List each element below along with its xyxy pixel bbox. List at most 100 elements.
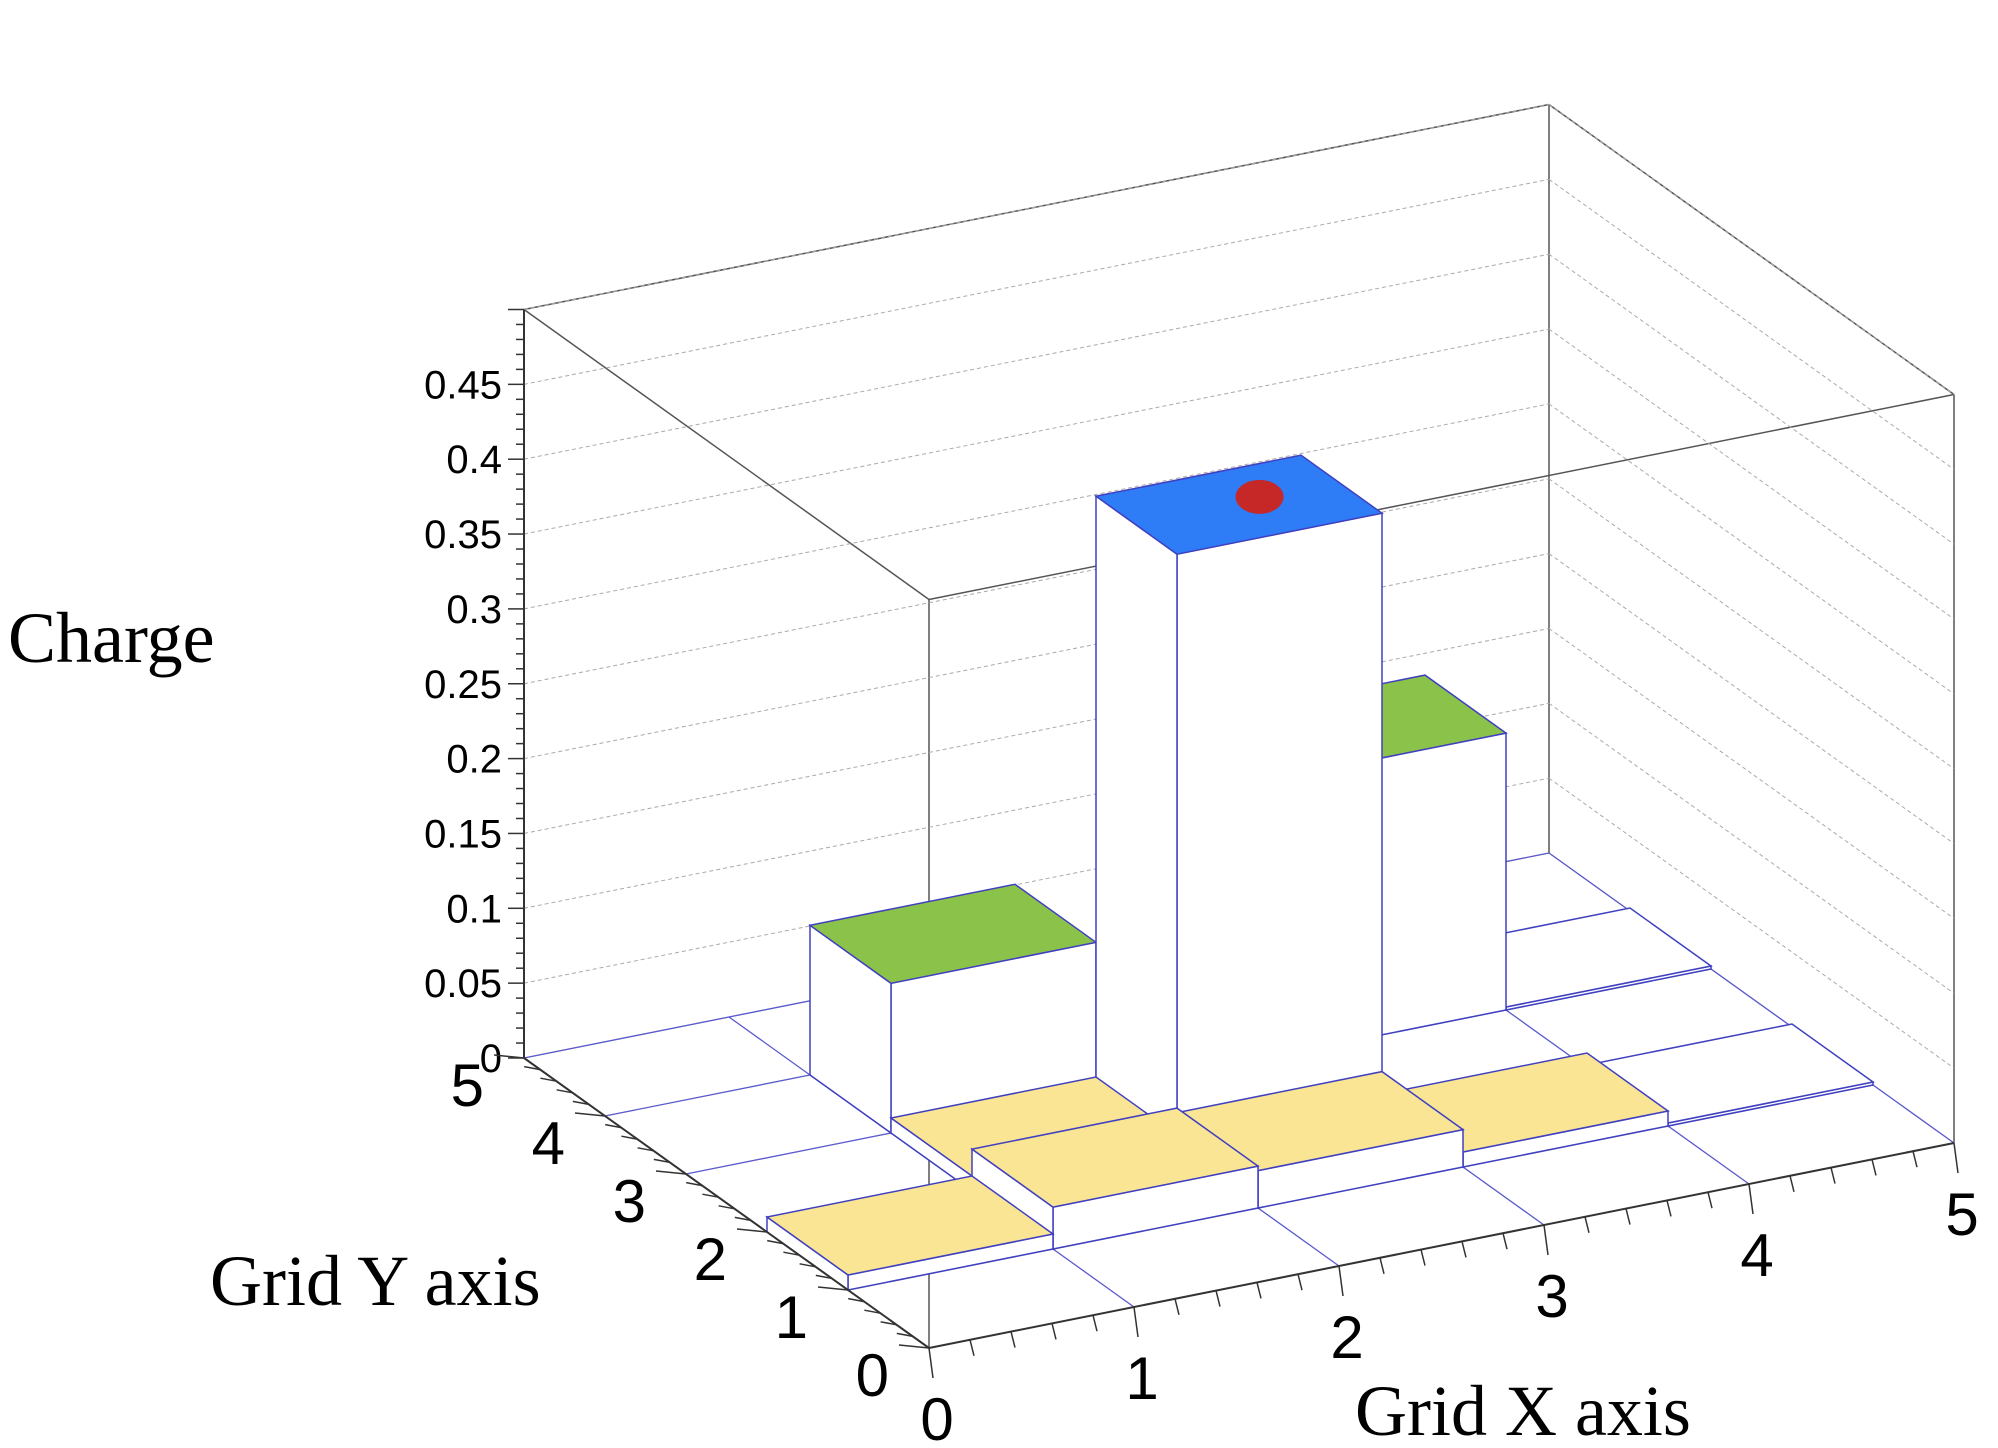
bin-top-face (808, 883, 1098, 985)
y-tick-major (736, 1228, 768, 1233)
frame-edge (523, 308, 930, 601)
y-tick-minor (605, 1123, 622, 1129)
gridline (1548, 403, 1955, 695)
x-axis-line (928, 1142, 1955, 1349)
bin-top-face (765, 1175, 1055, 1276)
z-tick-label: 0.3 (446, 588, 502, 632)
x-tick-minor (1256, 1282, 1262, 1299)
y-tick-minor (734, 1216, 751, 1222)
y-axis-line (523, 1057, 930, 1349)
gridline (1548, 628, 1955, 919)
x-tick-label: 3 (1535, 1263, 1568, 1330)
x-tick-minor (1215, 1290, 1221, 1307)
y-tick-minor (702, 1193, 719, 1198)
y-tick-minor (524, 1065, 541, 1071)
y-tick-major (493, 1054, 525, 1059)
y-tick-label: 3 (613, 1168, 646, 1235)
x-tick-label: 1 (1125, 1345, 1158, 1412)
x-tick-minor (1174, 1298, 1180, 1315)
y-tick-minor (783, 1251, 800, 1256)
z-tick-label: 0.25 (424, 663, 502, 707)
y-tick-label: 5 (451, 1052, 484, 1119)
y-tick-minor (572, 1100, 589, 1106)
x-tick-major (928, 1347, 934, 1379)
x-tick-minor (1789, 1175, 1795, 1192)
y-tick-minor (880, 1321, 897, 1326)
x-tick-label: 5 (1945, 1181, 1978, 1248)
z-tick-label: 0.1 (446, 887, 502, 931)
gridline (1548, 702, 1955, 994)
y-tick-minor (686, 1181, 703, 1187)
y-tick-label: 4 (532, 1110, 565, 1177)
y-tick-minor (767, 1239, 784, 1245)
x-tick-major (1748, 1183, 1754, 1215)
y-tick-minor (556, 1089, 573, 1094)
z-tick-label: 0.4 (446, 438, 502, 482)
x-tick-minor (1297, 1274, 1303, 1291)
x-axis-title: Grid X axis (1355, 1371, 1691, 1448)
z-axis-title: Charge (8, 598, 215, 678)
gridline (523, 178, 1550, 385)
x-tick-major (1133, 1306, 1139, 1338)
gridline (523, 403, 1550, 610)
x-tick-major (1338, 1265, 1344, 1297)
x-tick-major (1543, 1224, 1549, 1256)
y-tick-minor (815, 1274, 832, 1280)
x-tick-minor (1092, 1315, 1098, 1332)
x-tick-minor (1461, 1241, 1467, 1258)
z-tick-label: 0.05 (424, 962, 502, 1006)
x-tick-label: 4 (1740, 1222, 1773, 1289)
bin-0-1 (765, 1175, 1055, 1292)
y-tick-minor (637, 1147, 654, 1152)
y-tick-minor (848, 1297, 865, 1303)
z-tick-label: 0.45 (424, 363, 502, 407)
x-tick-label: 0 (920, 1386, 953, 1448)
x-tick-minor (1379, 1257, 1385, 1274)
gridline (1548, 328, 1955, 620)
z-tick-label: 0.35 (424, 513, 502, 557)
y-tick-major (655, 1170, 687, 1175)
y-tick-label: 2 (694, 1226, 727, 1293)
bin-1-3 (808, 883, 1098, 1135)
bin-front-face (1176, 512, 1383, 1151)
bin-1-1 (970, 1107, 1260, 1251)
x-tick-minor (1420, 1249, 1426, 1266)
y-tick-minor (653, 1158, 670, 1164)
y-tick-major (817, 1286, 849, 1291)
y-tick-major (574, 1112, 606, 1117)
gridline (1548, 478, 1955, 770)
y-tick-minor (621, 1135, 638, 1140)
y-tick-minor (864, 1309, 881, 1314)
x-tick-minor (969, 1339, 975, 1356)
gridline (1548, 553, 1955, 845)
gridline (1548, 104, 1955, 395)
z-tick-label: 0.15 (424, 812, 502, 856)
gridline (1548, 178, 1955, 470)
x-tick-minor (1666, 1200, 1672, 1217)
x-tick-minor (1830, 1167, 1836, 1184)
y-tick-label: 1 (775, 1284, 808, 1351)
y-tick-minor (799, 1263, 816, 1268)
y-tick-major (898, 1344, 930, 1349)
x-tick-major (1953, 1142, 1959, 1174)
x-tick-minor (1010, 1331, 1016, 1348)
y-axis-title: Grid Y axis (210, 1241, 541, 1321)
peak-marker (1235, 479, 1284, 514)
z-tick-label: 0.2 (446, 738, 502, 782)
gridline (1548, 777, 1955, 1069)
y-tick-minor (718, 1205, 735, 1210)
x-tick-minor (1584, 1216, 1590, 1233)
x-tick-minor (1707, 1192, 1713, 1209)
x-tick-minor (1625, 1208, 1631, 1225)
x-tick-label: 2 (1330, 1304, 1363, 1371)
x-tick-minor (1871, 1159, 1877, 1176)
y-tick-minor (540, 1077, 557, 1082)
gridline (523, 104, 1550, 310)
z-tick-label: 0 (480, 1037, 502, 1081)
x-tick-minor (1051, 1323, 1057, 1340)
floor-gridline (1548, 852, 1955, 1144)
x-tick-minor (1502, 1233, 1508, 1250)
bin-2-2 (1094, 454, 1384, 1152)
gridline (523, 253, 1550, 460)
